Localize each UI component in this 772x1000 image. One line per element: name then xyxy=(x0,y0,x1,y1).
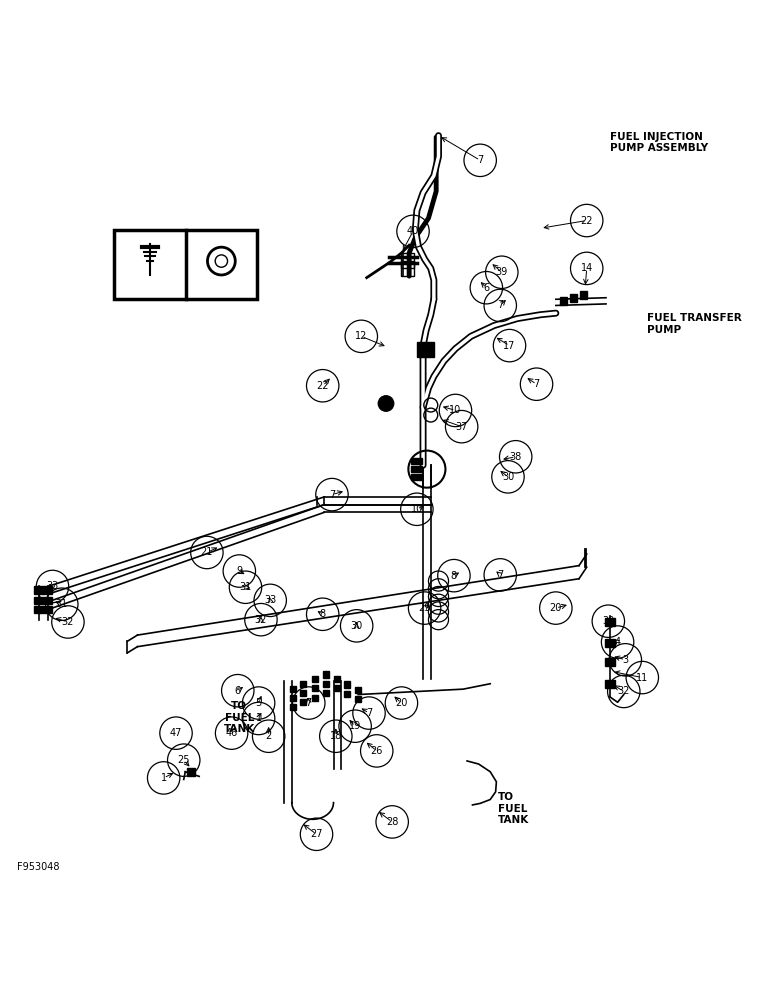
Text: 9: 9 xyxy=(236,566,242,576)
Bar xyxy=(401,253,414,268)
Text: 1: 1 xyxy=(256,713,262,723)
Text: 29: 29 xyxy=(418,603,431,613)
Text: 7: 7 xyxy=(497,300,503,310)
Text: 7: 7 xyxy=(329,490,335,500)
Text: 32: 32 xyxy=(62,617,74,627)
Bar xyxy=(605,658,615,666)
Bar xyxy=(560,297,567,305)
Bar xyxy=(312,676,318,682)
Text: 19: 19 xyxy=(349,721,361,731)
Text: 20: 20 xyxy=(395,698,408,708)
Text: 25: 25 xyxy=(178,755,190,765)
Text: 8: 8 xyxy=(320,609,326,619)
Text: 33: 33 xyxy=(264,595,276,605)
Bar xyxy=(34,596,52,604)
Bar xyxy=(334,676,340,682)
Text: 5: 5 xyxy=(256,698,262,708)
Bar xyxy=(411,474,422,480)
Text: TO
FUEL
TANK: TO FUEL TANK xyxy=(498,792,529,825)
Text: TO
FUEL
TANK: TO FUEL TANK xyxy=(224,701,255,734)
Bar xyxy=(605,618,615,626)
Text: 30: 30 xyxy=(502,472,514,482)
Text: 21: 21 xyxy=(201,547,213,557)
Bar xyxy=(290,695,296,701)
Text: 7: 7 xyxy=(477,155,483,165)
Text: 27: 27 xyxy=(310,829,323,839)
Text: 31: 31 xyxy=(56,599,68,609)
Bar xyxy=(344,691,350,697)
Text: 30: 30 xyxy=(350,621,363,631)
Bar xyxy=(323,671,329,678)
Bar xyxy=(312,685,318,691)
Text: 47: 47 xyxy=(170,728,182,738)
Bar xyxy=(411,466,422,472)
Text: 37: 37 xyxy=(455,422,468,432)
Bar xyxy=(355,687,361,693)
Bar xyxy=(300,690,306,696)
Bar xyxy=(411,458,422,464)
Text: 20: 20 xyxy=(550,603,562,613)
Text: 32: 32 xyxy=(618,686,630,696)
Bar xyxy=(344,681,350,688)
Text: 3: 3 xyxy=(622,655,628,665)
Bar xyxy=(114,230,257,299)
Bar xyxy=(580,291,587,299)
Bar xyxy=(605,680,615,688)
Circle shape xyxy=(378,396,394,411)
Text: 7: 7 xyxy=(497,570,503,580)
Text: 18: 18 xyxy=(330,731,342,741)
Text: FUEL TRANSFER
PUMP: FUEL TRANSFER PUMP xyxy=(647,313,742,335)
Text: 31: 31 xyxy=(239,582,252,592)
Bar xyxy=(417,342,434,349)
Bar xyxy=(401,261,414,276)
Bar xyxy=(417,349,434,357)
Bar xyxy=(323,681,329,687)
Text: 2: 2 xyxy=(266,731,272,741)
Text: 7: 7 xyxy=(306,698,312,708)
Bar xyxy=(34,586,52,594)
Text: 6: 6 xyxy=(483,283,489,293)
Bar xyxy=(300,681,306,687)
Text: 1: 1 xyxy=(161,773,167,783)
Text: 22: 22 xyxy=(317,381,329,391)
Bar xyxy=(187,768,195,776)
Text: 14: 14 xyxy=(581,263,593,273)
Bar xyxy=(290,686,296,692)
Text: 11: 11 xyxy=(636,673,648,683)
Text: 4: 4 xyxy=(615,637,621,647)
Text: 7: 7 xyxy=(533,379,540,389)
Text: 33: 33 xyxy=(46,581,59,591)
Text: 10: 10 xyxy=(449,405,462,415)
Text: 12: 12 xyxy=(355,331,367,341)
Text: 6: 6 xyxy=(235,686,241,696)
Text: 22: 22 xyxy=(581,216,593,226)
Text: 30: 30 xyxy=(602,616,615,626)
Text: 28: 28 xyxy=(386,817,398,827)
Text: 40: 40 xyxy=(407,226,419,236)
Text: 7: 7 xyxy=(366,708,372,718)
Text: 10: 10 xyxy=(411,504,423,514)
Bar xyxy=(300,699,306,705)
Text: 39: 39 xyxy=(496,267,508,277)
Text: 8: 8 xyxy=(451,571,457,581)
Bar xyxy=(355,696,361,702)
Bar xyxy=(605,639,615,647)
Text: 32: 32 xyxy=(255,615,267,625)
Bar xyxy=(290,704,296,710)
Text: F953048: F953048 xyxy=(17,862,59,872)
Bar xyxy=(334,685,340,691)
Bar xyxy=(570,294,577,302)
Text: 38: 38 xyxy=(510,452,522,462)
Bar xyxy=(323,690,329,696)
Text: 26: 26 xyxy=(371,746,383,756)
Text: 17: 17 xyxy=(503,341,516,351)
Bar xyxy=(312,695,318,701)
Text: FUEL INJECTION
PUMP ASSEMBLY: FUEL INJECTION PUMP ASSEMBLY xyxy=(610,132,708,153)
Text: 46: 46 xyxy=(225,728,238,738)
Bar xyxy=(34,606,52,613)
